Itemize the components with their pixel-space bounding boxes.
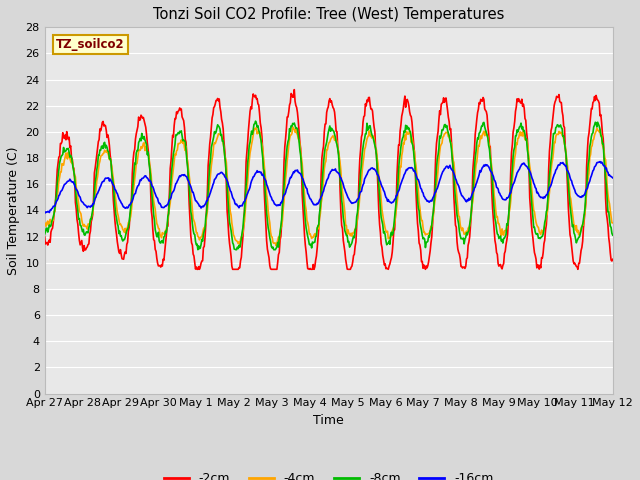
Legend: -2cm, -4cm, -8cm, -16cm: -2cm, -4cm, -8cm, -16cm bbox=[159, 467, 499, 480]
Text: TZ_soilco2: TZ_soilco2 bbox=[56, 38, 125, 51]
Y-axis label: Soil Temperature (C): Soil Temperature (C) bbox=[7, 146, 20, 275]
X-axis label: Time: Time bbox=[313, 414, 344, 427]
Title: Tonzi Soil CO2 Profile: Tree (West) Temperatures: Tonzi Soil CO2 Profile: Tree (West) Temp… bbox=[153, 7, 504, 22]
